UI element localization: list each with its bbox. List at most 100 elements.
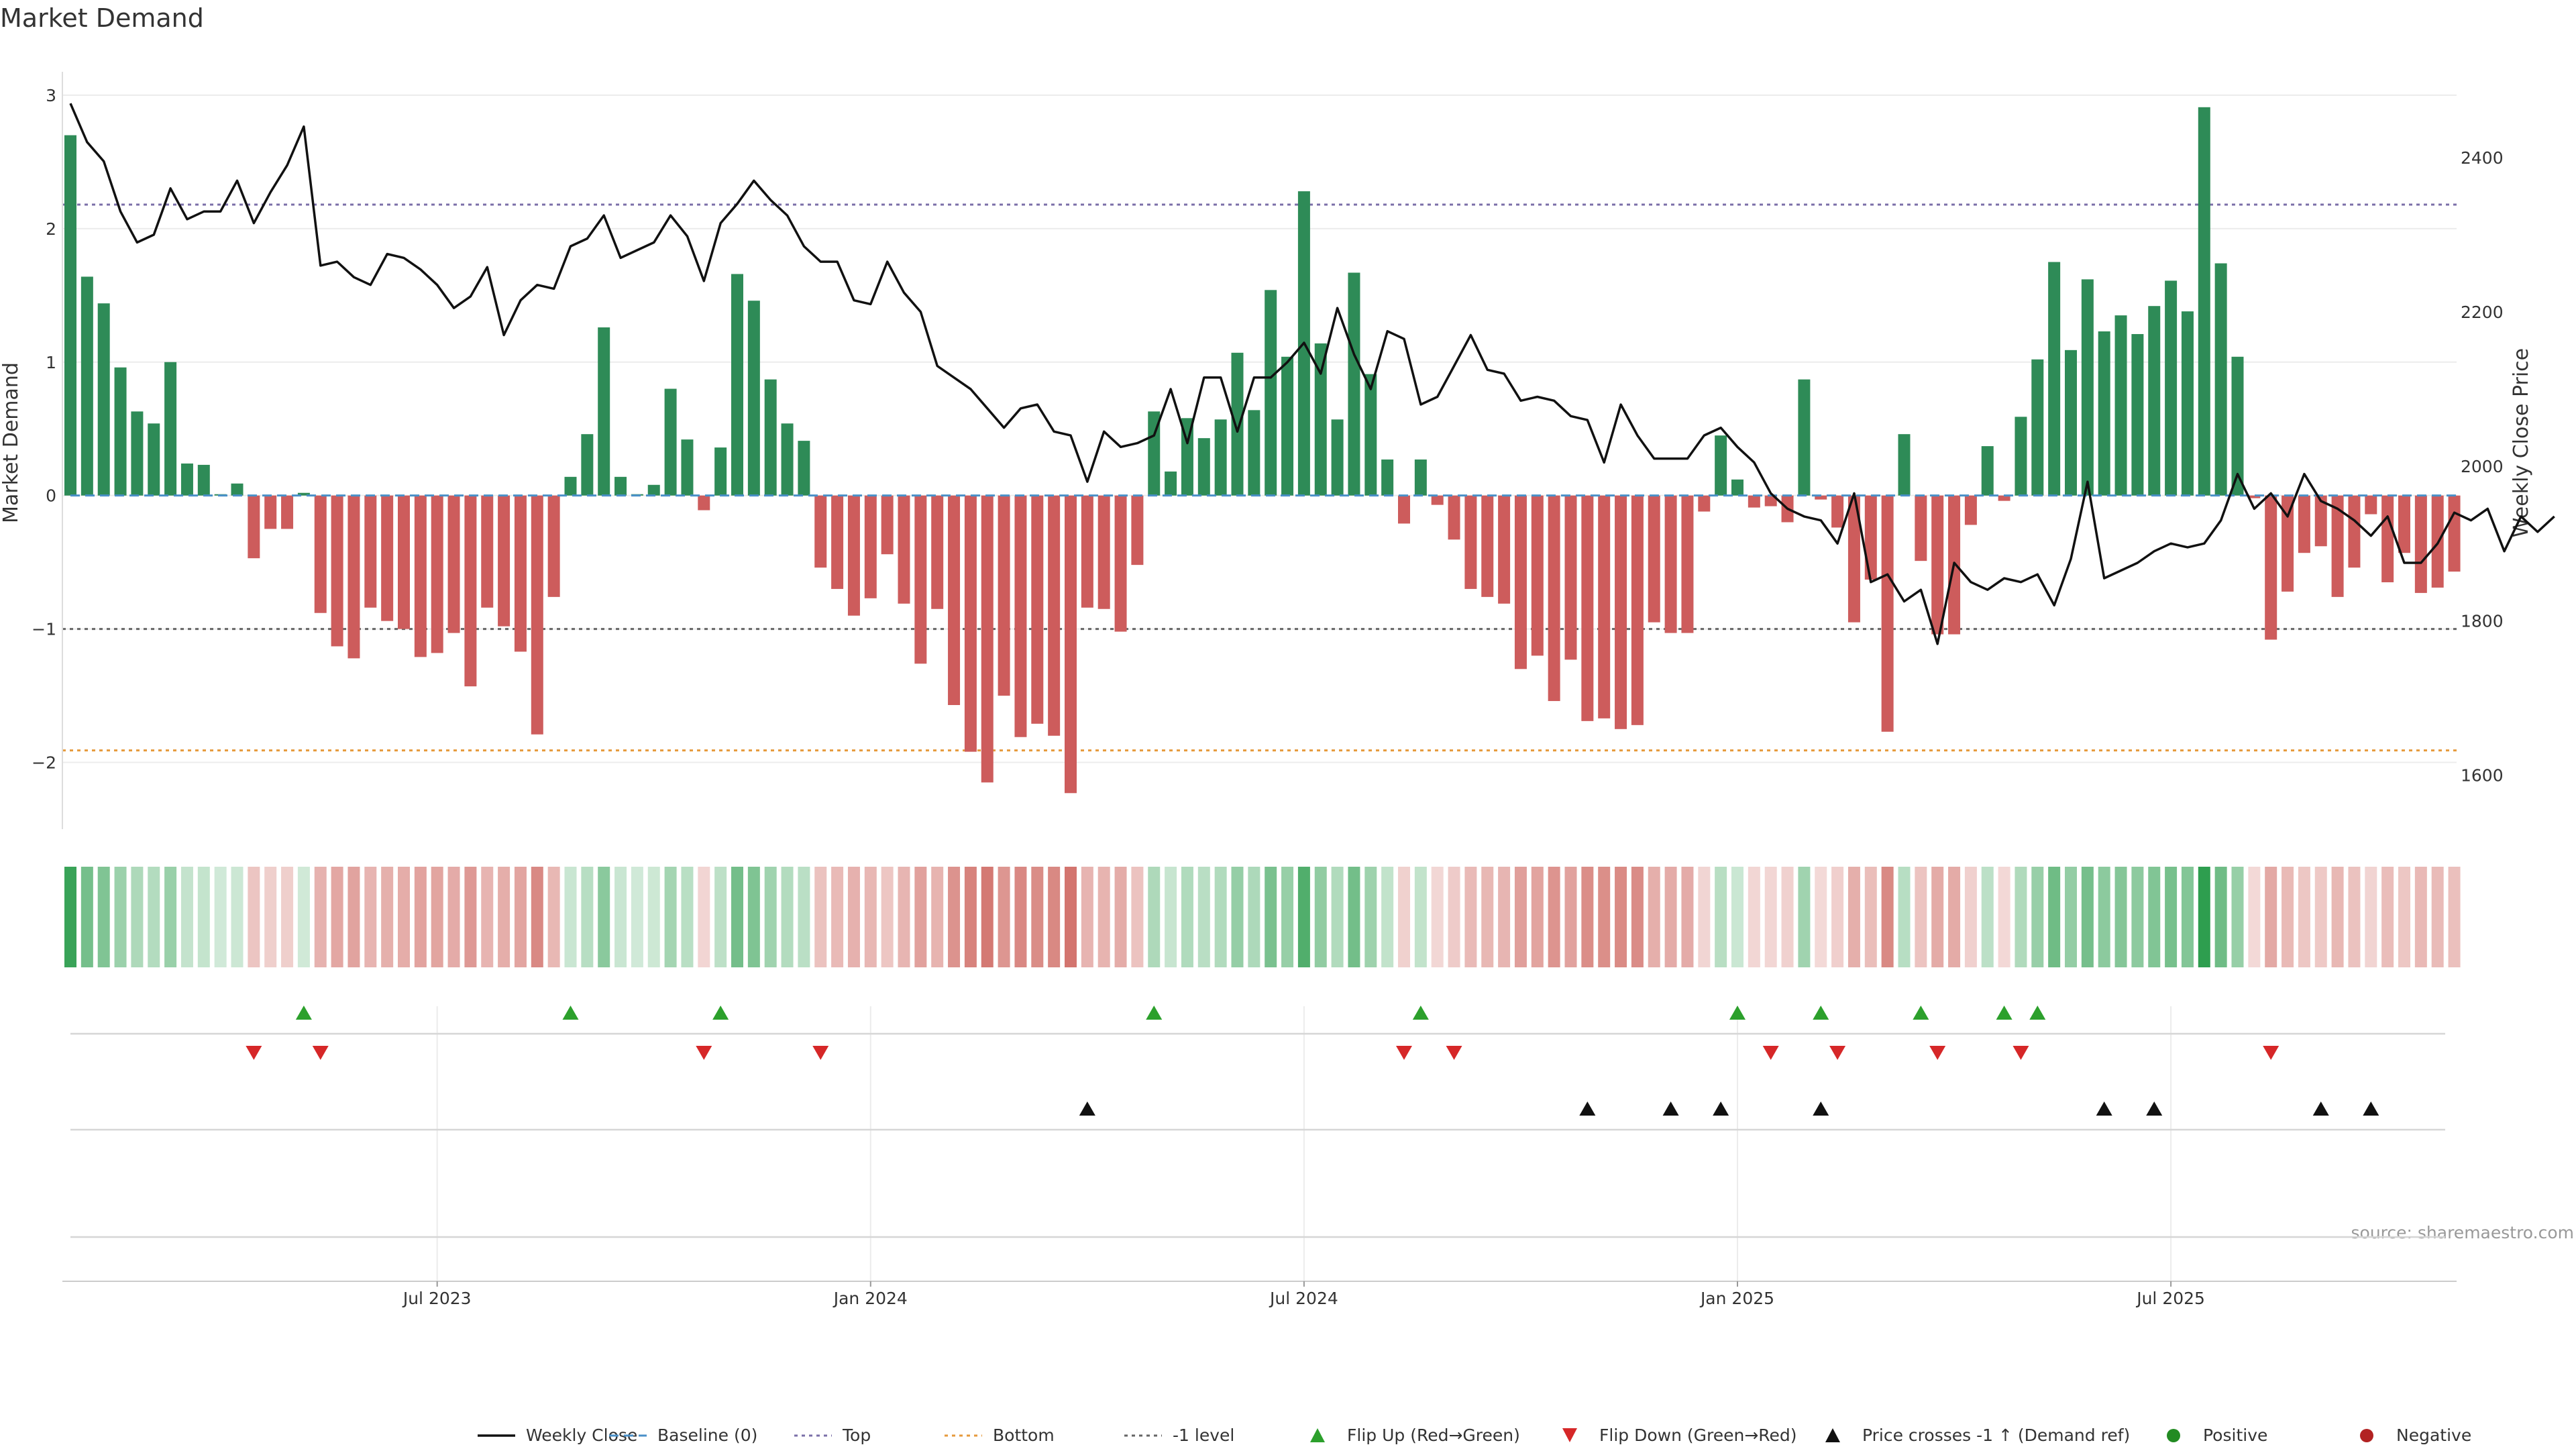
demand-bar xyxy=(1514,495,1527,669)
heat-strip-cell xyxy=(2081,867,2094,967)
heat-strip-cell xyxy=(2448,867,2461,967)
heat-strip-cell xyxy=(1097,867,1110,967)
y-tick-label-left: −2 xyxy=(32,753,56,773)
demand-bar xyxy=(1131,495,1144,566)
demand-bar xyxy=(1831,495,1844,528)
demand-bar xyxy=(1564,495,1577,660)
demand-bar xyxy=(180,463,193,496)
heat-strip-cell xyxy=(564,867,577,967)
demand-bar xyxy=(297,492,310,496)
flip-up-marker xyxy=(1913,1006,1929,1020)
flip-down-marker xyxy=(312,1046,329,1060)
demand-bar xyxy=(1148,411,1161,496)
demand-bar xyxy=(881,495,894,555)
price-cross-marker xyxy=(1662,1102,1679,1116)
demand-bar xyxy=(2181,311,2194,496)
demand-bar xyxy=(1398,495,1410,524)
demand-bar xyxy=(547,495,560,597)
price-cross-marker xyxy=(2146,1102,2163,1116)
heat-strip-cell xyxy=(2065,867,2077,967)
heat-strip-cell xyxy=(1898,867,1911,967)
heat-strip-cell xyxy=(398,867,410,967)
flip-down-marker xyxy=(1446,1046,1462,1060)
demand-bar xyxy=(381,495,394,621)
y-tick-label-right: 1600 xyxy=(2461,765,2504,785)
demand-bar xyxy=(80,276,93,496)
flip-down-marker xyxy=(1762,1046,1779,1060)
x-tick-label: Jan 2025 xyxy=(1699,1289,1774,1308)
demand-bar xyxy=(1448,495,1460,540)
demand-bar xyxy=(1214,419,1227,496)
demand-bar xyxy=(2331,495,2344,597)
y-tick-label-left: 0 xyxy=(46,486,56,506)
demand-bar xyxy=(2298,495,2310,553)
y-tick-label-left: 2 xyxy=(46,219,56,239)
demand-bar xyxy=(598,327,610,496)
x-tick-label: Jul 2023 xyxy=(402,1289,472,1308)
demand-bar xyxy=(847,495,860,616)
demand-bar xyxy=(347,495,360,659)
heat-strip-cell xyxy=(481,867,494,967)
heat-strip-cell xyxy=(1464,867,1477,967)
heat-strip-cell xyxy=(1681,867,1694,967)
heat-strip-cell xyxy=(1297,867,1310,967)
demand-bar xyxy=(414,495,427,657)
demand-bar xyxy=(2398,495,2410,553)
flip-up-marker xyxy=(712,1006,729,1020)
legend: Weekly Close Baseline (0) Top Bottom -1 leve… xyxy=(478,1426,2471,1445)
demand-bar xyxy=(1348,272,1360,496)
heat-strip-cell xyxy=(1498,867,1511,967)
demand-bar xyxy=(1731,479,1743,496)
demand-bar xyxy=(2131,333,2144,496)
x-tick-label: Jul 2025 xyxy=(2135,1289,2205,1308)
heat-strip-cell xyxy=(798,867,810,967)
demand-bar xyxy=(1364,374,1377,496)
heat-strip-cell xyxy=(631,867,643,967)
heat-strip-cell xyxy=(1831,867,1844,967)
heat-strip-cell xyxy=(1715,867,1727,967)
flip-up-marker xyxy=(1996,1006,2012,1020)
y-axis-label-left: Market Demand xyxy=(0,362,23,523)
y-tick-label-right: 1800 xyxy=(2461,611,2504,631)
y-tick-label-left: −1 xyxy=(32,620,56,639)
demand-bar xyxy=(681,439,694,496)
demand-bar xyxy=(364,495,377,608)
demand-bar xyxy=(2214,263,2227,496)
heat-strip-cell xyxy=(347,867,360,967)
flip-down-marker xyxy=(246,1046,262,1060)
demand-bar xyxy=(314,495,327,613)
heat-strip-cell xyxy=(664,867,677,967)
heat-strip-cell xyxy=(197,867,210,967)
heat-strip-cell xyxy=(2015,867,2027,967)
price-cross-marker xyxy=(2096,1102,2112,1116)
demand-bar xyxy=(481,495,494,608)
heat-strip-cell xyxy=(698,867,710,967)
price-cross-marker xyxy=(1079,1102,1095,1116)
demand-bar xyxy=(1864,495,1877,580)
heat-strip-cell xyxy=(1698,867,1711,967)
demand-bar xyxy=(1964,495,1977,525)
demand-bar xyxy=(898,495,910,604)
demand-bar xyxy=(864,495,877,598)
heat-strip-cell xyxy=(1548,867,1560,967)
heat-strip-cell xyxy=(1847,867,1860,967)
heat-strip-cell xyxy=(2348,867,2361,967)
heat-strip-cell xyxy=(1231,867,1244,967)
demand-bar xyxy=(2414,495,2427,593)
heat-strip-cell xyxy=(248,867,260,967)
heat-strip-cell xyxy=(2165,867,2178,967)
demand-bar xyxy=(1381,459,1394,496)
heat-strip-cell xyxy=(964,867,977,967)
heat-strip-cell xyxy=(1781,867,1794,967)
heat-strip-cell xyxy=(1381,867,1394,967)
heat-strip-cell xyxy=(1514,867,1527,967)
demand-bar xyxy=(1314,343,1327,496)
demand-bar xyxy=(931,495,944,609)
heat-strip-cell xyxy=(847,867,860,967)
heat-strip-cell xyxy=(981,867,994,967)
demand-bar xyxy=(1815,495,1827,500)
heat-strip-cell xyxy=(1998,867,2010,967)
heat-strip-cell xyxy=(764,867,777,967)
heat-strip-cell xyxy=(1214,867,1227,967)
flip-down-marker xyxy=(696,1046,712,1060)
